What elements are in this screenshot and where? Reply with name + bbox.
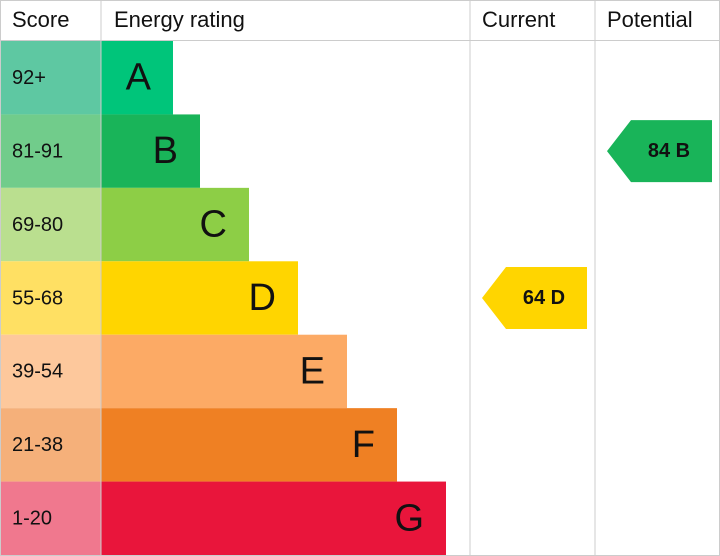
current-value: 64 xyxy=(523,287,546,309)
score-label: 69-80 xyxy=(12,214,63,236)
rating-letter: C xyxy=(200,204,227,246)
potential-value: 84 xyxy=(648,140,671,162)
rating-letter: E xyxy=(300,350,325,392)
score-label: 1-20 xyxy=(12,508,52,530)
header-potential: Potential xyxy=(607,7,693,32)
current-label: 64 D xyxy=(523,287,565,309)
score-cell xyxy=(1,408,101,482)
rating-letter: G xyxy=(394,497,424,539)
score-cell xyxy=(1,481,101,555)
potential-arrow xyxy=(607,120,712,183)
rating-letter: B xyxy=(153,130,178,172)
potential-rating: B xyxy=(676,140,690,162)
header-score: Score xyxy=(12,7,69,32)
rating-bar xyxy=(101,481,446,555)
rating-bar xyxy=(101,334,347,409)
rating-bar xyxy=(101,408,397,482)
score-label: 81-91 xyxy=(12,140,63,162)
score-cell xyxy=(1,41,101,115)
score-label: 55-68 xyxy=(12,287,63,309)
score-label: 21-38 xyxy=(12,434,63,456)
score-cell xyxy=(1,187,101,262)
rating-bar xyxy=(101,41,173,115)
bands: 92+ A 81-91 B 69-80 C 55-68 D 39-54 E 21-38 F 1-20 G xyxy=(1,41,446,555)
rating-bar xyxy=(101,261,298,335)
score-label: 92+ xyxy=(12,67,46,89)
score-cell xyxy=(1,114,101,188)
header-rating: Energy rating xyxy=(114,7,245,32)
score-cell xyxy=(1,334,101,409)
current-arrow xyxy=(482,267,587,329)
score-label: 39-54 xyxy=(12,361,63,383)
score-cell xyxy=(1,261,101,335)
rating-bar xyxy=(101,114,200,188)
rating-letter: D xyxy=(249,277,276,319)
rating-letter: A xyxy=(126,57,152,99)
current-rating: D xyxy=(551,287,565,309)
rating-bar xyxy=(101,187,249,262)
potential-label: 84 B xyxy=(648,140,690,162)
rating-letter: F xyxy=(352,424,375,466)
header-current: Current xyxy=(482,7,555,32)
